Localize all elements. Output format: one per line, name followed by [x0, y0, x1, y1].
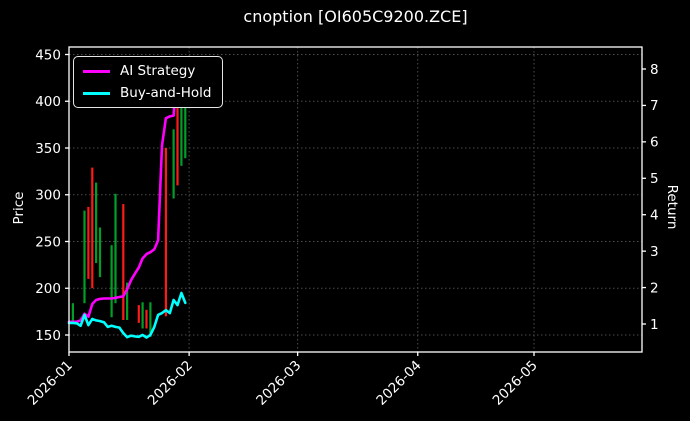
candle-bar [176, 63, 179, 186]
return-tick-label: 3 [650, 244, 659, 260]
chart-title: cnoption [OI605C9200.ZCE] [243, 7, 468, 26]
candle-bar [145, 309, 148, 329]
candle-bar [98, 227, 102, 278]
date-tick-label: 2026-03 [253, 358, 304, 409]
candle-bar [184, 98, 187, 159]
return-tick-label: 4 [650, 208, 659, 224]
date-tick-label: 2026-01 [25, 358, 76, 409]
plot-border [68, 46, 643, 353]
candle-bar [149, 302, 152, 337]
candle-bar [122, 204, 125, 320]
candle-bar [164, 148, 167, 317]
return-tick-label: 1 [650, 317, 659, 333]
candle-bar [110, 245, 113, 318]
price-tick-label: 150 [35, 328, 61, 344]
legend-label: Buy-and-Hold [120, 85, 212, 102]
candle-bar [172, 129, 175, 199]
price-tick-label: 200 [35, 281, 61, 297]
series-line-ai-strategy [67, 62, 183, 324]
candle-bar [71, 303, 74, 324]
return-tick-label: 2 [650, 280, 659, 296]
ai-strategy-line-swatch [83, 69, 110, 73]
date-tick-label: 2026-04 [373, 358, 424, 409]
price-tick-label: 350 [35, 141, 61, 157]
y-axis-label-price: Price [11, 191, 27, 225]
return-tick-label: 7 [650, 98, 659, 114]
candle-bar [91, 167, 94, 289]
legend-item-buy-and-hold: Buy-and-Hold [83, 86, 211, 100]
date-tick-label: 2026-05 [490, 358, 541, 409]
legend-item-ai-strategy: AI Strategy [83, 64, 211, 78]
candle-bar [137, 305, 140, 323]
price-tick-label: 400 [35, 94, 61, 110]
series-line-buy-and-hold [67, 291, 187, 339]
candle-bar [95, 182, 98, 263]
price-tick-label: 250 [35, 234, 61, 250]
candle-bar [180, 91, 183, 166]
candle-bar [114, 193, 117, 304]
candle-bar [83, 210, 86, 304]
legend-label: AI Strategy [120, 63, 196, 79]
price-tick-label: 450 [35, 47, 61, 63]
candle-bar [141, 302, 144, 329]
y-axis-label-return: Return [664, 184, 680, 230]
price-tick-label: 300 [35, 188, 61, 204]
candle-bar [126, 282, 129, 320]
return-tick-label: 6 [650, 135, 659, 151]
return-tick-label: 5 [650, 171, 659, 187]
buy-and-hold-line-swatch [83, 91, 110, 95]
date-tick-label: 2026-02 [145, 358, 196, 409]
candle-bar [87, 206, 90, 279]
return-tick-label: 8 [650, 62, 659, 78]
legend: AI Strategy Buy-and-Hold [73, 56, 224, 109]
